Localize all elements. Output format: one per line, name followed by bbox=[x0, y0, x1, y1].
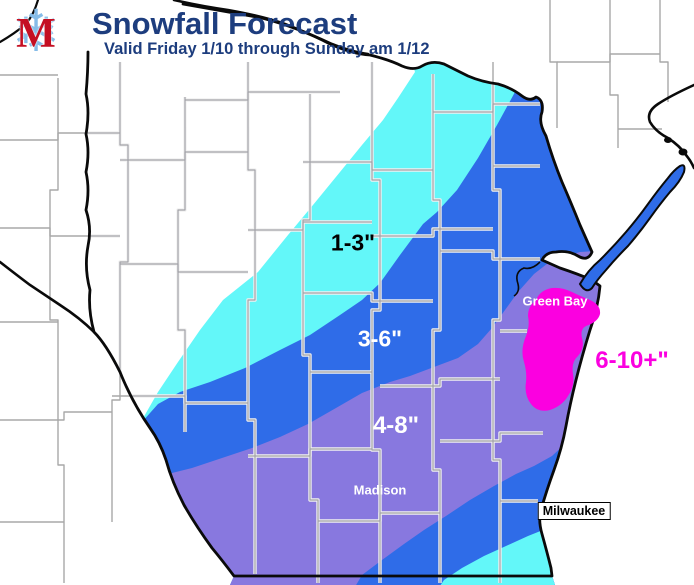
band-6-10-area bbox=[522, 287, 601, 411]
band-label-1-3: 1-3" bbox=[330, 229, 376, 256]
lake-superior-shore bbox=[172, 0, 370, 56]
island bbox=[664, 137, 672, 143]
door-peninsula bbox=[578, 164, 686, 292]
band-label-6-10: 6-10+" bbox=[595, 347, 669, 374]
station-logo: ❄ M bbox=[4, 0, 68, 64]
city-label-madison: Madison bbox=[353, 482, 407, 498]
page-title: Snowfall Forecast bbox=[92, 6, 358, 41]
city-label-green-bay: Green Bay bbox=[522, 293, 588, 309]
valid-period-subtitle: Valid Friday 1/10 through Sunday am 1/12 bbox=[104, 40, 430, 58]
wisconsin-border bbox=[84, 2, 602, 578]
snowflake-icon: ❄ bbox=[11, 0, 61, 64]
band-label-3-6: 3-6" bbox=[357, 325, 403, 352]
band-label-4-8: 4-8" bbox=[372, 412, 420, 439]
band-3-6-southeast-area bbox=[352, 430, 600, 585]
minnesota-river bbox=[0, 0, 40, 44]
fox-river bbox=[513, 261, 541, 297]
island bbox=[678, 148, 688, 156]
mississippi-river bbox=[0, 260, 96, 334]
upper-michigan-shore bbox=[647, 83, 694, 170]
logo-letter: M bbox=[16, 11, 56, 57]
city-label-milwaukee: Milwaukee bbox=[537, 502, 611, 520]
